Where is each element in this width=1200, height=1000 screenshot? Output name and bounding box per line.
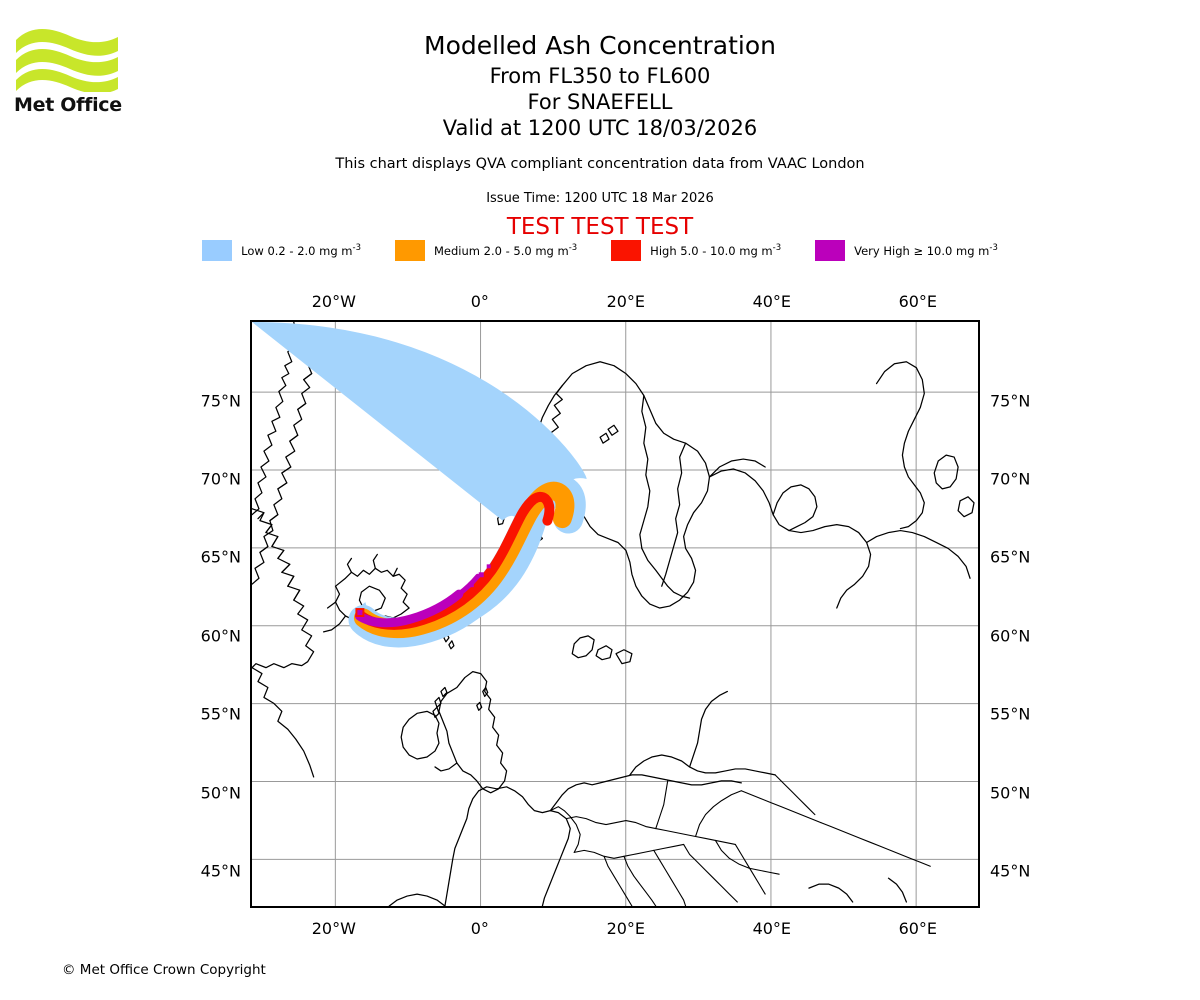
lon-tick-top-40e: 40°E bbox=[752, 292, 792, 311]
legend-item-medium: Medium 2.0 - 5.0 mg m-3 bbox=[394, 240, 578, 261]
volcano-name-line: For SNAEFELL bbox=[527, 90, 673, 114]
page-title: Modelled Ash Concentration bbox=[424, 31, 776, 60]
concentration-legend: Low 0.2 - 2.0 mg m-3 Medium 2.0 - 5.0 mg… bbox=[0, 240, 1200, 261]
legend-item-low: Low 0.2 - 2.0 mg m-3 bbox=[202, 240, 361, 261]
lat-tick-right-70n: 70°N bbox=[990, 469, 1031, 489]
ash-plume-contours bbox=[252, 322, 587, 648]
legend-swatch-low bbox=[202, 240, 233, 261]
legend-item-high: High 5.0 - 10.0 mg m-3 bbox=[611, 240, 781, 261]
legend-label-low: Low 0.2 - 2.0 mg m-3 bbox=[241, 243, 361, 258]
issue-time: Issue Time: 1200 UTC 18 Mar 2026 bbox=[486, 191, 714, 206]
legend-swatch-high bbox=[611, 240, 642, 261]
lon-tick-top-20w: 20°W bbox=[311, 292, 356, 311]
legend-item-very-high: Very High ≥ 10.0 mg m-3 bbox=[815, 240, 998, 261]
source-marker bbox=[355, 608, 365, 617]
met-office-wordmark: Met Office bbox=[14, 94, 122, 116]
lat-tick-right-60n: 60°N bbox=[990, 626, 1031, 646]
met-office-waves-icon bbox=[16, 29, 118, 94]
lat-tick-right-45n: 45°N bbox=[990, 861, 1031, 881]
legend-swatch-medium bbox=[394, 240, 425, 261]
lon-tick-bottom-40e: 40°E bbox=[752, 919, 792, 938]
lat-tick-left-50n: 50°N bbox=[200, 783, 241, 803]
lat-tick-left-60n: 60°N bbox=[200, 626, 241, 646]
qva-compliance-note: This chart displays QVA compliant concen… bbox=[335, 156, 865, 172]
flight-level-range: From FL350 to FL600 bbox=[489, 64, 711, 88]
lat-tick-left-65n: 65°N bbox=[200, 547, 241, 567]
copyright-notice: © Met Office Crown Copyright bbox=[62, 962, 266, 978]
legend-label-medium: Medium 2.0 - 5.0 mg m-3 bbox=[433, 243, 578, 258]
lat-tick-left-75n: 75°N bbox=[200, 391, 241, 411]
lon-tick-bottom-60e: 60°E bbox=[898, 919, 938, 938]
lon-tick-bottom-20e: 20°E bbox=[606, 919, 646, 938]
lat-tick-left-45n: 45°N bbox=[200, 861, 241, 881]
valid-time-line: Valid at 1200 UTC 18/03/2026 bbox=[442, 116, 758, 140]
lon-tick-top-60e: 60°E bbox=[898, 292, 938, 311]
test-banner: TEST TEST TEST bbox=[506, 214, 694, 240]
lon-tick-bottom-0: 0° bbox=[470, 919, 489, 938]
plume-spine-high bbox=[499, 503, 534, 560]
plume-speckles bbox=[468, 564, 491, 588]
lat-tick-right-50n: 50°N bbox=[990, 783, 1031, 803]
legend-label-high: High 5.0 - 10.0 mg m-3 bbox=[650, 243, 782, 258]
legend-label-very-high: Very High ≥ 10.0 mg m-3 bbox=[854, 243, 998, 258]
lat-tick-left-55n: 55°N bbox=[200, 704, 241, 724]
lat-tick-right-75n: 75°N bbox=[990, 391, 1031, 411]
ash-concentration-map[interactable] bbox=[250, 320, 980, 908]
lon-tick-bottom-20w: 20°W bbox=[311, 919, 356, 938]
lat-tick-right-65n: 65°N bbox=[990, 547, 1031, 567]
plume-band-very-high bbox=[354, 589, 464, 628]
lat-tick-right-55n: 55°N bbox=[990, 704, 1031, 724]
lat-tick-left-70n: 70°N bbox=[200, 469, 241, 489]
legend-swatch-very-high bbox=[815, 240, 846, 261]
lon-tick-top-20e: 20°E bbox=[606, 292, 646, 311]
plume-contour-low bbox=[252, 322, 587, 639]
met-office-logo: Met Office bbox=[14, 26, 124, 116]
lon-tick-top-0: 0° bbox=[470, 292, 489, 311]
plume-band-medium bbox=[353, 481, 575, 639]
